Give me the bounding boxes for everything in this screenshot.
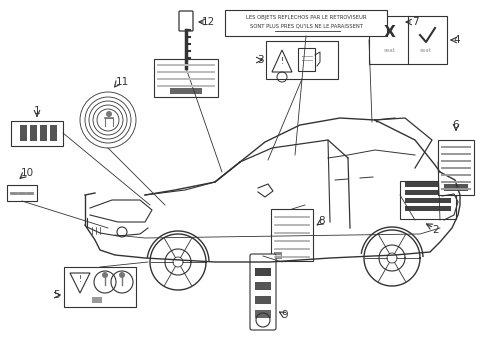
Text: !: ! xyxy=(280,57,283,66)
Bar xyxy=(254,310,270,318)
FancyBboxPatch shape xyxy=(179,11,193,31)
Bar xyxy=(30,125,37,141)
Text: !: ! xyxy=(79,275,81,284)
FancyBboxPatch shape xyxy=(437,140,473,194)
Text: 9: 9 xyxy=(281,310,288,320)
FancyBboxPatch shape xyxy=(297,48,314,71)
FancyBboxPatch shape xyxy=(224,10,386,36)
Text: 6: 6 xyxy=(452,120,458,130)
Text: 10: 10 xyxy=(20,168,34,178)
Text: SONT PLUS PRES QU'ILS NE LE PARAISSENT: SONT PLUS PRES QU'ILS NE LE PARAISSENT xyxy=(249,23,362,28)
Bar xyxy=(404,206,450,211)
FancyBboxPatch shape xyxy=(368,16,446,64)
Text: seat: seat xyxy=(383,48,395,53)
Text: X: X xyxy=(384,24,395,40)
Text: 11: 11 xyxy=(115,77,128,87)
Text: 2: 2 xyxy=(432,225,438,235)
Bar xyxy=(50,125,57,141)
Text: 3: 3 xyxy=(256,55,263,65)
FancyBboxPatch shape xyxy=(265,41,337,79)
FancyBboxPatch shape xyxy=(154,59,218,97)
Text: 7: 7 xyxy=(411,17,417,27)
FancyBboxPatch shape xyxy=(270,209,312,261)
Text: 1: 1 xyxy=(34,106,40,116)
Bar xyxy=(404,190,450,195)
Bar xyxy=(443,184,467,191)
Circle shape xyxy=(106,111,112,117)
Bar xyxy=(254,296,270,304)
Bar xyxy=(254,282,270,290)
Text: 4: 4 xyxy=(453,35,459,45)
FancyBboxPatch shape xyxy=(11,121,63,145)
Bar xyxy=(273,252,282,259)
FancyBboxPatch shape xyxy=(249,254,275,330)
FancyBboxPatch shape xyxy=(7,185,37,201)
Bar xyxy=(92,297,102,303)
Text: 8: 8 xyxy=(318,216,325,226)
Text: LES OBJETS REFLECHOS PAR LE RETROVISEUR: LES OBJETS REFLECHOS PAR LE RETROVISEUR xyxy=(245,14,366,19)
Bar xyxy=(404,198,450,203)
Circle shape xyxy=(119,272,125,278)
Bar xyxy=(170,88,202,94)
Bar xyxy=(254,268,270,276)
Circle shape xyxy=(102,272,108,278)
Text: seat: seat xyxy=(419,48,431,53)
Bar xyxy=(40,125,47,141)
Text: 12: 12 xyxy=(201,17,214,27)
Bar xyxy=(404,182,450,187)
FancyBboxPatch shape xyxy=(399,181,455,219)
FancyBboxPatch shape xyxy=(64,267,136,307)
Text: 5: 5 xyxy=(54,290,60,300)
Bar xyxy=(20,125,27,141)
